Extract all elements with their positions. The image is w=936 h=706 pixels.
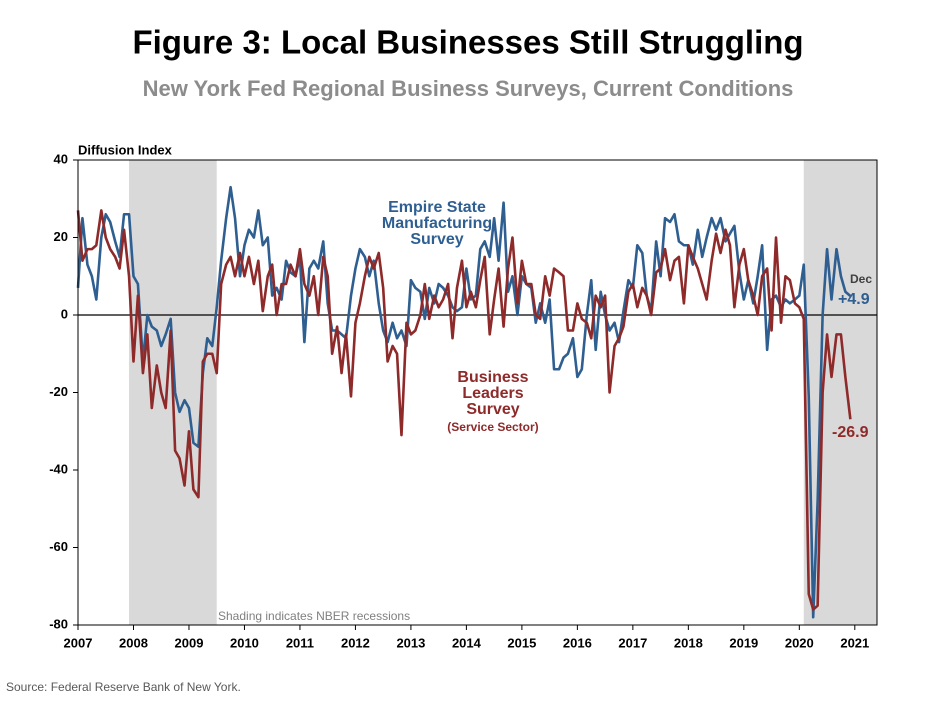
y-tick-label: 0 [61,306,68,321]
annotation: Empire State [388,199,486,216]
annotation: Survey [410,231,463,248]
chart-subtitle: New York Fed Regional Business Surveys, … [143,76,794,101]
y-tick-label: -60 [49,539,68,554]
y-tick-label: -40 [49,461,68,476]
source: Source: Federal Reserve Bank of New York… [6,680,241,694]
y-tick-label: 20 [54,229,68,244]
x-tick-label: 2016 [563,635,592,650]
x-tick-label: 2021 [840,635,869,650]
plot-frame [77,159,878,626]
annotation: Business [457,369,528,386]
x-tick-label: 2015 [507,635,536,650]
x-tick-label: 2009 [175,635,204,650]
x-tick-label: 2014 [452,635,482,650]
x-tick-label: 2008 [119,635,148,650]
y-axis-label: Diffusion Index [78,142,173,157]
y-tick-label: -80 [49,616,68,631]
y-tick-label: 40 [54,151,68,166]
x-tick-label: 2017 [618,635,647,650]
annotation: Survey [466,401,519,418]
series-line [76,209,852,611]
annotation: +4.9 [838,291,870,308]
x-tick-label: 2019 [729,635,758,650]
x-tick-label: 2011 [286,635,314,650]
annotation: Manufacturing [382,215,492,232]
x-tick-label: 2012 [341,635,370,650]
x-tick-label: 2020 [785,635,814,650]
x-tick-label: 2010 [230,635,259,650]
annotation: Leaders [462,385,523,402]
shading-note: Shading indicates NBER recessions [218,609,410,623]
annotation: (Service Sector) [447,420,538,434]
x-tick-label: 2007 [64,635,93,650]
annotation: Dec [850,272,872,286]
x-tick-label: 2018 [674,635,703,650]
y-tick-label: -20 [49,384,68,399]
annotation: -26.9 [832,424,869,441]
x-tick-label: 2013 [396,635,425,650]
chart-title: Figure 3: Local Businesses Still Struggl… [132,24,803,61]
